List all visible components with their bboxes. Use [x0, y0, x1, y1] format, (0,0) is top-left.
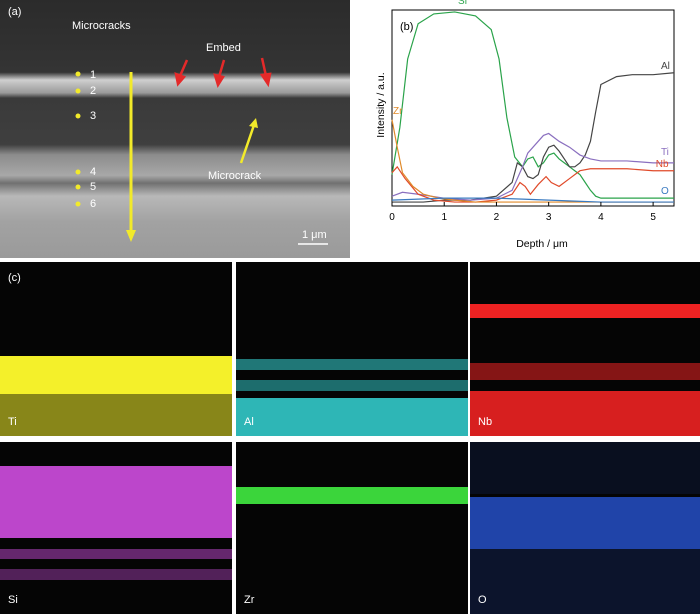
y-axis-label: Intensity / a.u.: [375, 72, 387, 137]
eds-band: [0, 569, 232, 580]
embed-label: Embed: [206, 42, 241, 54]
eds-map-o: O: [470, 442, 700, 614]
eds-band: [470, 362, 700, 381]
point-label-6: 6: [90, 198, 97, 210]
eds-maps-panel: Ti Al Nb Si Zr O (c): [0, 262, 700, 614]
line-profile-panel: 0 1 2 3 4 5 (b) Depth / μm Intensity / a.u. S…: [352, 0, 700, 258]
eds-map-zr: Zr: [236, 442, 468, 614]
plot-frame: [391, 9, 675, 207]
series-label-al: Al: [661, 61, 670, 72]
embed-arrows: [174, 57, 272, 89]
series-line-o: [391, 197, 674, 203]
series-line-si: [391, 11, 674, 199]
x-tick-label: 0: [389, 212, 395, 223]
series-line-zr: [391, 119, 674, 203]
x-tick-label: 1: [441, 212, 447, 223]
eds-map-nb: Nb: [470, 262, 700, 436]
panel-c-tag: (c): [8, 272, 21, 284]
x-tick-label: 4: [598, 212, 604, 223]
point-label-2: 2: [90, 85, 97, 97]
eds-map-label: Si: [8, 594, 18, 606]
eds-band: [0, 548, 232, 559]
x-tick-label: 5: [650, 212, 656, 223]
panel-a-tag: (a): [8, 6, 22, 18]
x-tick-label: 2: [494, 212, 500, 223]
eds-band: [470, 497, 700, 549]
point-label-5: 5: [90, 181, 97, 193]
series-label-ti: Ti: [661, 147, 669, 158]
eds-band: [236, 380, 468, 391]
point-label-4: 4: [90, 166, 97, 178]
series-line-ti: [391, 132, 674, 201]
scale-bar-label: 1 μm: [302, 229, 327, 241]
eds-map-label: O: [478, 594, 487, 606]
eds-band: [470, 303, 700, 318]
microcrack-label: Microcrack: [208, 170, 262, 182]
eds-band: [0, 394, 232, 436]
eds-band: [470, 548, 700, 614]
series-label-nb: Nb: [656, 159, 669, 170]
series-label-si: Si: [458, 0, 467, 7]
series-line-al: [392, 72, 675, 203]
eds-band: [0, 466, 232, 539]
eds-map-label: Al: [244, 416, 254, 428]
point-label-1: 1: [90, 69, 97, 81]
eds-band: [470, 442, 700, 494]
x-axis-label: Depth / μm: [516, 238, 568, 250]
point-markers: [75, 71, 81, 207]
eds-band: [236, 359, 468, 370]
eds-map-label: Nb: [478, 416, 493, 428]
chart-tag: (b): [400, 21, 413, 33]
eds-band: [470, 390, 700, 436]
eds-band: [0, 355, 232, 395]
microcracks-label: Microcracks: [72, 20, 131, 32]
eds-band: [236, 397, 468, 436]
x-tick-label: 3: [546, 212, 552, 223]
eds-map-si: Si: [0, 442, 232, 614]
eds-band: [236, 486, 468, 504]
eds-map-al: Al: [236, 262, 468, 436]
series-label-zr: Zr: [393, 106, 403, 117]
eds-map-ti: Ti: [0, 262, 232, 436]
point-label-3: 3: [90, 110, 97, 122]
sem-image: [0, 0, 350, 258]
sem-image-panel: (a) Microcracks Embed Microcrack 1 2 3 4…: [0, 0, 350, 258]
series-label-o: O: [661, 186, 669, 197]
line-profile-chart: 0 1 2 3 4 5 (b) Depth / μm Intensity / a.u. S…: [375, 0, 675, 250]
eds-map-label: Zr: [244, 594, 255, 606]
eds-map-label: Ti: [8, 416, 17, 428]
